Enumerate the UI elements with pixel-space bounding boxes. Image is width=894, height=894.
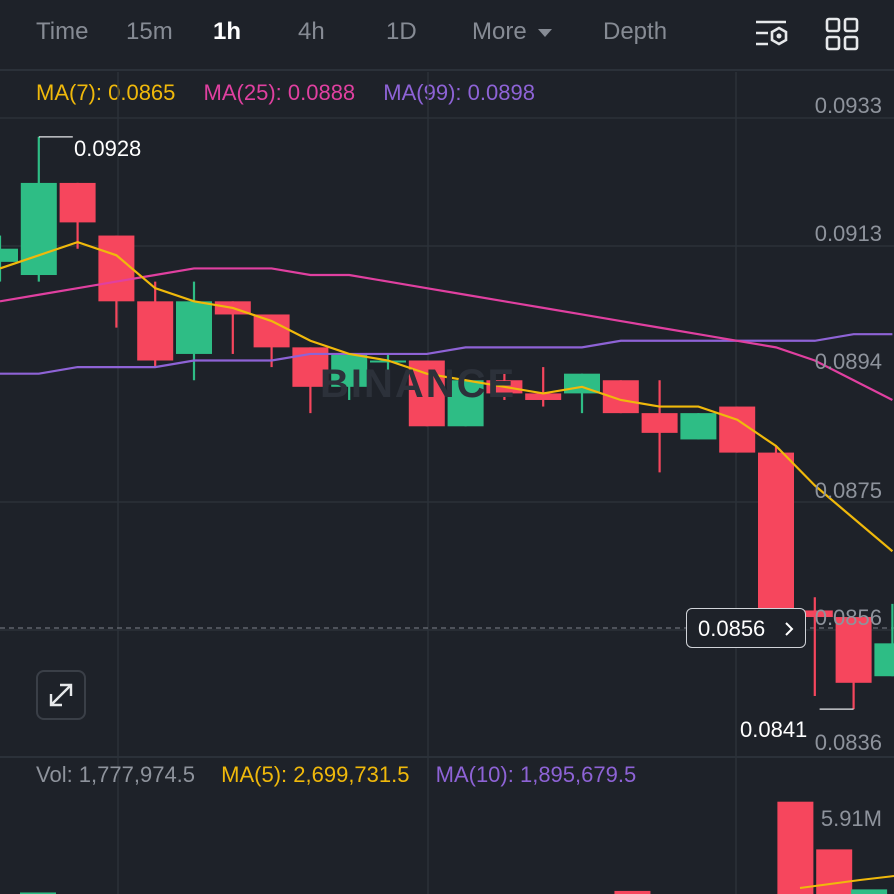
tab-more[interactable]: More xyxy=(472,18,553,46)
candle-up xyxy=(20,182,57,276)
ma99-legend: MA(99): 0.0898 xyxy=(383,80,535,105)
chevron-right-icon xyxy=(785,622,794,636)
candle-down xyxy=(796,610,833,618)
volume-legend: Vol: 1,777,974.5 MA(5): 2,699,731.5 MA(1… xyxy=(36,762,656,788)
candle-up xyxy=(447,380,484,427)
ma-legend: MA(7): 0.0865 MA(25): 0.0888 MA(99): 0.0… xyxy=(36,80,557,106)
current-price-value: 0.0856 xyxy=(698,616,766,641)
ma25-line xyxy=(0,267,893,401)
candle-up xyxy=(176,301,212,354)
candle-down xyxy=(137,301,174,361)
y-tick-label: 0.0836 xyxy=(814,730,882,755)
tab-1h[interactable]: 1h xyxy=(213,18,242,45)
high-price-marker: 0.0928 xyxy=(74,136,142,161)
low-price-marker: 0.0841 xyxy=(740,717,808,742)
toolbar-divider xyxy=(0,69,894,71)
y-tick-label: 0.0875 xyxy=(814,478,882,503)
volume-bar xyxy=(614,890,651,894)
candle-down xyxy=(98,235,135,302)
indicator-settings-icon[interactable] xyxy=(754,16,790,52)
tab-depth[interactable]: Depth xyxy=(603,18,668,45)
candle-up xyxy=(680,413,717,440)
candle-down xyxy=(641,413,678,433)
candle-down xyxy=(719,406,756,453)
volume-bar xyxy=(20,892,56,894)
volume-divider xyxy=(0,756,894,758)
tab-1d[interactable]: 1D xyxy=(386,18,417,45)
tab-4h[interactable]: 4h xyxy=(298,18,325,45)
timeframe-toolbar: Time 15m 1h 4h 1D More Depth xyxy=(0,0,894,70)
price-chart[interactable] xyxy=(0,72,894,758)
y-tick-label: 0.0913 xyxy=(814,221,882,246)
volume-value: Vol: 1,777,974.5 xyxy=(36,762,196,787)
volume-ma5: MA(5): 2,699,731.5 xyxy=(221,762,410,787)
candle-up xyxy=(331,353,368,387)
tab-more-label: More xyxy=(472,18,527,45)
grid-layout-icon[interactable] xyxy=(824,16,860,52)
y-tick-label: 0.0856 xyxy=(814,605,882,630)
candle-down xyxy=(253,314,290,348)
volume-ma10: MA(10): 1,895,679.5 xyxy=(435,762,637,787)
volume-axis-label: 5.91M xyxy=(820,806,882,831)
current-price-tag[interactable]: 0.0856 xyxy=(686,608,806,648)
candle-down xyxy=(525,393,562,400)
candle-up xyxy=(0,248,18,262)
volume-ma5-line xyxy=(799,875,894,889)
tab-15m[interactable]: 15m xyxy=(126,18,173,45)
expand-icon xyxy=(49,683,73,707)
volume-bar xyxy=(777,801,814,894)
candle-down xyxy=(758,452,794,611)
candle-down xyxy=(59,182,96,223)
candle-down xyxy=(408,360,445,427)
ma7-legend: MA(7): 0.0865 xyxy=(36,80,176,105)
volume-bar xyxy=(851,889,888,894)
chevron-down-icon xyxy=(538,28,553,37)
volume-chart xyxy=(20,758,894,894)
watermark: BINANCE xyxy=(320,362,517,406)
y-tick-label: 0.0933 xyxy=(814,93,882,118)
ma7-line xyxy=(0,240,894,553)
y-tick-label: 0.0894 xyxy=(814,349,882,374)
ma25-legend: MA(25): 0.0888 xyxy=(203,80,356,105)
fullscreen-button[interactable] xyxy=(36,670,86,720)
candle-up xyxy=(874,643,894,677)
candle-down xyxy=(835,617,872,683)
volume-bar xyxy=(816,849,853,894)
tab-time[interactable]: Time xyxy=(36,18,89,45)
